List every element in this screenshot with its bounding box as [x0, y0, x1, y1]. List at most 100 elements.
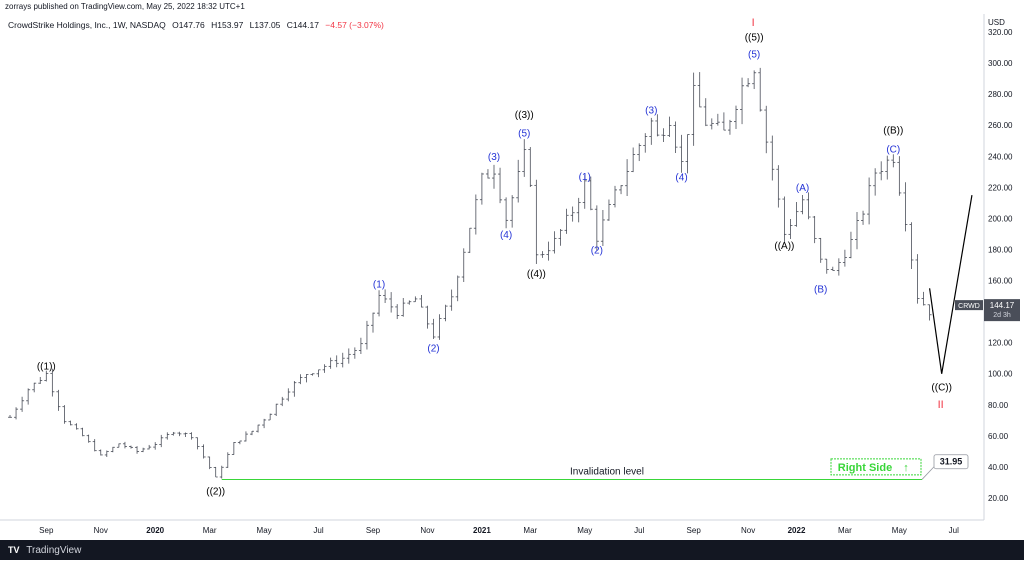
wave-labels: ((1)) ((2)) (1) (2) (3) (4) (5) ((3)) ((4)) (1) (2…: [37, 32, 952, 497]
x-tick-label: Nov: [94, 526, 108, 535]
ohlc-bar: [98, 449, 103, 456]
x-tick-label: Nov: [741, 526, 755, 535]
wave-label[interactable]: (1): [373, 279, 385, 290]
wave-label[interactable]: ((3)): [515, 110, 534, 121]
right-side-box[interactable]: [830, 458, 922, 476]
ohlc-bar: [842, 249, 847, 267]
wave-label[interactable]: ((A)): [774, 241, 794, 252]
ohlc-bar: [824, 258, 829, 274]
wave-label[interactable]: (C): [886, 144, 900, 155]
symbol-tag-box: [955, 300, 983, 311]
ohlc-bar: [425, 305, 430, 329]
wave-label[interactable]: (2): [591, 246, 603, 257]
callout-pointer: [921, 466, 935, 480]
ohlc-bar: [310, 373, 315, 376]
invalidation-value-box[interactable]: [933, 454, 969, 470]
last-price-tag[interactable]: [984, 299, 1020, 322]
bar-countdown: 2d 3h: [993, 312, 1011, 319]
ohlc-bar: [171, 431, 176, 436]
ohlc-bar: [219, 465, 224, 479]
drawing-overlays: Invalidation level Right Side ↑31.95IIICRW…: [221, 17, 1020, 480]
ohlc-bar: [322, 364, 327, 373]
ohlc-bar: [377, 290, 382, 317]
ohlc-bar: [655, 114, 660, 137]
x-tick-label: Sep: [39, 526, 54, 535]
ohlc-bar: [727, 119, 732, 135]
wave-label[interactable]: ((4)): [527, 269, 546, 280]
ohlc-bar: [782, 196, 787, 243]
wave-label[interactable]: (3): [645, 105, 657, 116]
ohlc-bar: [14, 407, 19, 420]
x-tick-label: May: [577, 526, 592, 535]
y-tick-label: 240.00: [988, 152, 1013, 161]
wave-label[interactable]: (B): [814, 285, 827, 296]
ohlc-bar: [177, 431, 182, 437]
wave-label[interactable]: (2): [427, 344, 439, 355]
wave-label[interactable]: ((B)): [883, 126, 903, 137]
ohlc-bar: [292, 380, 297, 397]
wave-label[interactable]: (A): [796, 183, 809, 194]
wave-label[interactable]: ((5)): [745, 32, 764, 43]
y-tick-label: 120.00: [988, 339, 1013, 348]
ohlc-bar: [812, 215, 817, 244]
ohlc-bar: [673, 121, 678, 154]
wave-label[interactable]: (1): [579, 172, 591, 183]
x-tick-label: 2020: [146, 526, 164, 535]
wave-label[interactable]: (5): [748, 50, 760, 61]
price-chart[interactable]: USD20.0040.0060.0080.00100.00120.00140.0…: [0, 0, 1024, 540]
wave-label[interactable]: ((2)): [206, 486, 225, 497]
ohlc-bar: [848, 231, 853, 259]
ohlc-bar: [721, 112, 726, 131]
projection-path[interactable]: [929, 194, 973, 374]
wave-label[interactable]: ((1)): [37, 362, 56, 373]
ohlc-bar: [861, 210, 866, 225]
ohlc-bar: [697, 72, 702, 108]
y-tick-label: 200.00: [988, 214, 1013, 223]
ohlc-bar: [135, 446, 140, 454]
ohlc-bar: [340, 352, 345, 368]
tradingview-brand: TradingView: [26, 545, 82, 556]
y-tick-label: 60.00: [988, 432, 1009, 441]
ohlc-bar: [473, 194, 478, 235]
ohlc-bar: [8, 415, 12, 418]
ohlc-bar: [631, 147, 636, 173]
ohlc-bar: [516, 159, 521, 203]
ohlc-bar: [758, 67, 763, 112]
wave-label[interactable]: ((C)): [931, 382, 952, 393]
ohlc-bar: [92, 439, 97, 452]
ohlc-bar: [594, 205, 599, 251]
x-tick-label: Mar: [838, 526, 852, 535]
ohlc-bar: [26, 388, 31, 405]
ohlc-bar: [50, 368, 55, 397]
ohlc-bar: [643, 133, 648, 153]
ohlc-bar: [80, 427, 85, 437]
wave-label[interactable]: (4): [675, 173, 687, 184]
ohlc-bar: [32, 382, 37, 393]
ohlc-bar: [316, 369, 321, 378]
ohlc-bar: [461, 248, 466, 283]
wave-label[interactable]: (5): [518, 129, 530, 140]
ohlc-bar: [383, 289, 388, 303]
publisher-line: zorrays published on TradingView.com, Ma…: [5, 2, 245, 11]
ohlc-bar: [443, 304, 448, 322]
y-tick-label: 100.00: [988, 370, 1013, 379]
ohlc-bar: [685, 134, 690, 174]
ohlc-bar: [110, 446, 115, 453]
ohlc-bar: [413, 296, 418, 303]
x-tick-label: Nov: [420, 526, 434, 535]
ohlc-bar: [818, 237, 823, 263]
ohlc-change: −4.57 (−3.07%): [325, 20, 384, 30]
tradingview-logo-icon: TV: [8, 545, 20, 555]
wave-label[interactable]: (3): [488, 152, 500, 163]
wave-label[interactable]: (4): [500, 230, 512, 241]
price-axis[interactable]: USD20.0040.0060.0080.00100.00120.00140.0…: [983, 14, 1013, 520]
ohlc-bar: [800, 194, 805, 215]
bottom-marker: II: [938, 399, 944, 411]
time-axis[interactable]: Sep Nov 2020 Mar May Jul Sep Nov 2021 Mar May Jul Se…: [0, 519, 984, 535]
ohlc-bar: [401, 297, 406, 317]
x-tick-label: Mar: [203, 526, 217, 535]
ohlc-bar: [637, 143, 642, 162]
ohlc-bar: [141, 447, 146, 453]
symbol-tag: CRWD: [958, 303, 980, 310]
right-side-label: Right Side: [838, 462, 892, 474]
